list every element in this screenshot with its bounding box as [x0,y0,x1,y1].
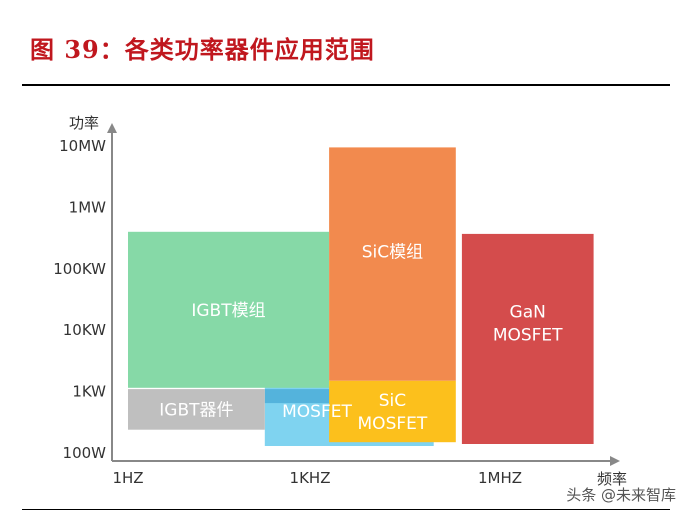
block-label-sic-mosfet-4-line-1: MOSFET [358,414,428,434]
block-label-igbt-2-line-0: IGBT器件 [159,400,233,420]
y-tick-label-1: 1KW [72,383,106,401]
block-igbt-1 [128,231,330,388]
block-label-gan-mosfet-5-line-0: GaN [510,302,546,322]
block-igbt-2 [128,389,265,430]
x-tick-label-2: 1MHZ [478,469,522,487]
block-label-gan-mosfet-5-line-1: MOSFET [493,325,563,345]
bottom-rule [22,509,670,510]
x-tick-label-0: 1HZ [112,469,143,487]
figure-title: 图 39：各类功率器件应用范围 [30,35,375,64]
block-sic-mosfet-4 [329,380,456,443]
block-label-sic-3-line-0: SiC模组 [362,242,423,262]
x-axis-arrow [610,456,620,466]
block-sic-3 [329,147,456,381]
y-tick-label-0: 100W [63,444,107,462]
y-tick-label-5: 10MW [59,137,106,155]
blocks-layer [128,147,594,446]
block-label-igbt-1-line-0: IGBT模组 [191,301,265,321]
top-rule [22,84,670,86]
watermark: 头条 @未来智库 [566,486,676,504]
y-axis-label: 功率 [69,114,99,132]
y-tick-label-2: 10KW [63,321,106,339]
block-mosfet-overlay-bar [264,389,333,404]
block-label-mosfet-0-line-0: MOSFET [282,402,352,422]
x-axis-label: 频率 [597,470,627,488]
y-axis-arrow [107,123,117,133]
block-labels-layer: MOSFET IGBT模组 IGBT器件 SiC模组 SiC MOSFET GaN MOSFE… [159,242,563,434]
block-label-sic-mosfet-4-line-0: SiC [379,391,406,411]
y-tick-label-4: 1MW [69,198,106,216]
y-tick-label-3: 100KW [53,260,106,278]
x-tick-label-1: 1KHZ [290,469,331,487]
block-gan-mosfet-5 [461,233,594,444]
